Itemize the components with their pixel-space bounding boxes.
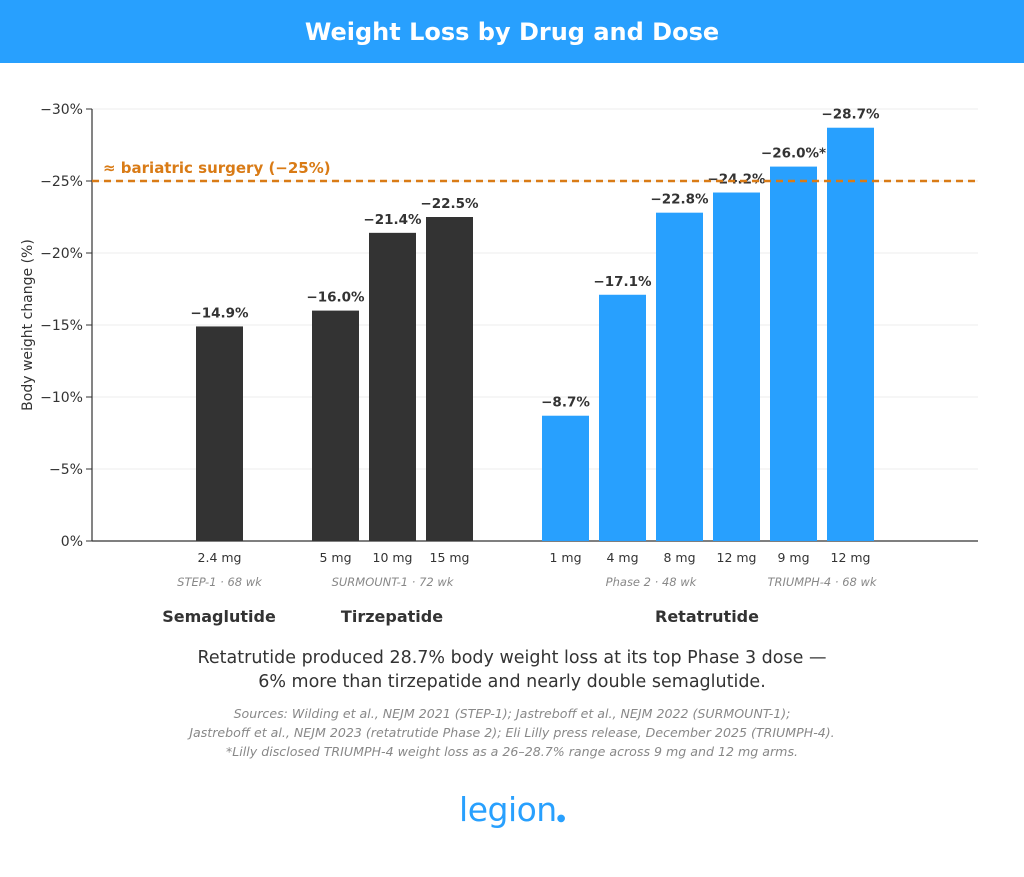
bar-value-label: −17.1%	[593, 274, 652, 290]
bar-value-label: −8.7%	[541, 395, 590, 411]
dose-label: 9 mg	[777, 550, 809, 565]
y-axis-label: Body weight change (%)	[20, 239, 36, 411]
dose-label: 5 mg	[319, 550, 351, 565]
bar-value-label: −22.8%	[650, 192, 709, 208]
dose-label: 15 mg	[430, 550, 470, 565]
sources-line-3: *Lilly disclosed TRIUMPH-4 weight loss a…	[225, 744, 799, 759]
y-tick-label: −10%	[40, 390, 83, 406]
caption: Retatrutide produced 28.7% body weight l…	[0, 646, 1024, 694]
bar	[426, 217, 473, 541]
bar-value-label: −22.5%	[420, 196, 479, 212]
logo-dot: ●	[556, 813, 566, 824]
drug-group-label: Retatrutide	[655, 607, 759, 626]
bar	[827, 127, 874, 541]
dose-label: 10 mg	[373, 550, 413, 565]
bar	[196, 326, 243, 541]
y-tick-label: 0%	[61, 534, 83, 550]
y-tick-label: −20%	[40, 246, 83, 262]
bar-value-label: −16.0%	[306, 290, 365, 306]
bar	[713, 192, 760, 541]
bar-value-label: −26.0%*	[761, 146, 826, 162]
dose-label: 12 mg	[717, 550, 757, 565]
sources-line-1: Sources: Wilding et al., NEJM 2021 (STEP…	[233, 706, 791, 721]
dose-label: 2.4 mg	[198, 550, 242, 565]
y-tick-label: −5%	[49, 462, 83, 478]
legion-logo: legion●	[0, 790, 1024, 829]
bar-chart: 0% −5% −10% −15% −20% −25% −30% Body weight cha…	[20, 102, 978, 626]
bar-value-label: −14.9%	[190, 305, 249, 321]
y-tick-label: −25%	[40, 174, 83, 190]
bar-value-label: −24.2%	[707, 172, 766, 188]
drug-group-label: Tirzepatide	[341, 607, 443, 626]
caption-line-2: 6% more than tirzepatide and nearly doub…	[258, 672, 766, 692]
trial-label: TRIUMPH-4 · 68 wk	[767, 575, 877, 589]
trial-label: STEP-1 · 68 wk	[177, 575, 263, 589]
bar	[542, 415, 589, 541]
caption-line-1: Retatrutide produced 28.7% body weight l…	[197, 648, 827, 668]
sources-line-2: Jastreboff et al., NEJM 2023 (retatrutid…	[189, 725, 835, 740]
sources-note: Sources: Wilding et al., NEJM 2021 (STEP…	[0, 704, 1024, 761]
bar	[312, 310, 359, 541]
dose-label: 1 mg	[549, 550, 581, 565]
chart-title-bar: Weight Loss by Drug and Dose	[0, 0, 1024, 63]
logo-text: legion	[459, 790, 557, 829]
chart-title: Weight Loss by Drug and Dose	[304, 17, 720, 46]
dose-label: 12 mg	[831, 550, 871, 565]
bar	[599, 294, 646, 541]
trial-label: SURMOUNT-1 · 72 wk	[332, 575, 455, 589]
dose-label: 4 mg	[606, 550, 638, 565]
drug-group-label: Semaglutide	[162, 607, 276, 626]
dose-label: 8 mg	[663, 550, 695, 565]
bar	[369, 232, 416, 541]
y-tick-label: −15%	[40, 318, 83, 334]
bar	[656, 212, 703, 541]
reference-line-label: ≈ bariatric surgery (−25%)	[103, 159, 331, 177]
bar-value-label: −28.7%	[821, 107, 880, 123]
bar-value-label: −21.4%	[363, 212, 422, 228]
y-tick-label: −30%	[40, 102, 83, 118]
bar	[770, 166, 817, 541]
trial-label: Phase 2 · 48 wk	[606, 575, 698, 589]
